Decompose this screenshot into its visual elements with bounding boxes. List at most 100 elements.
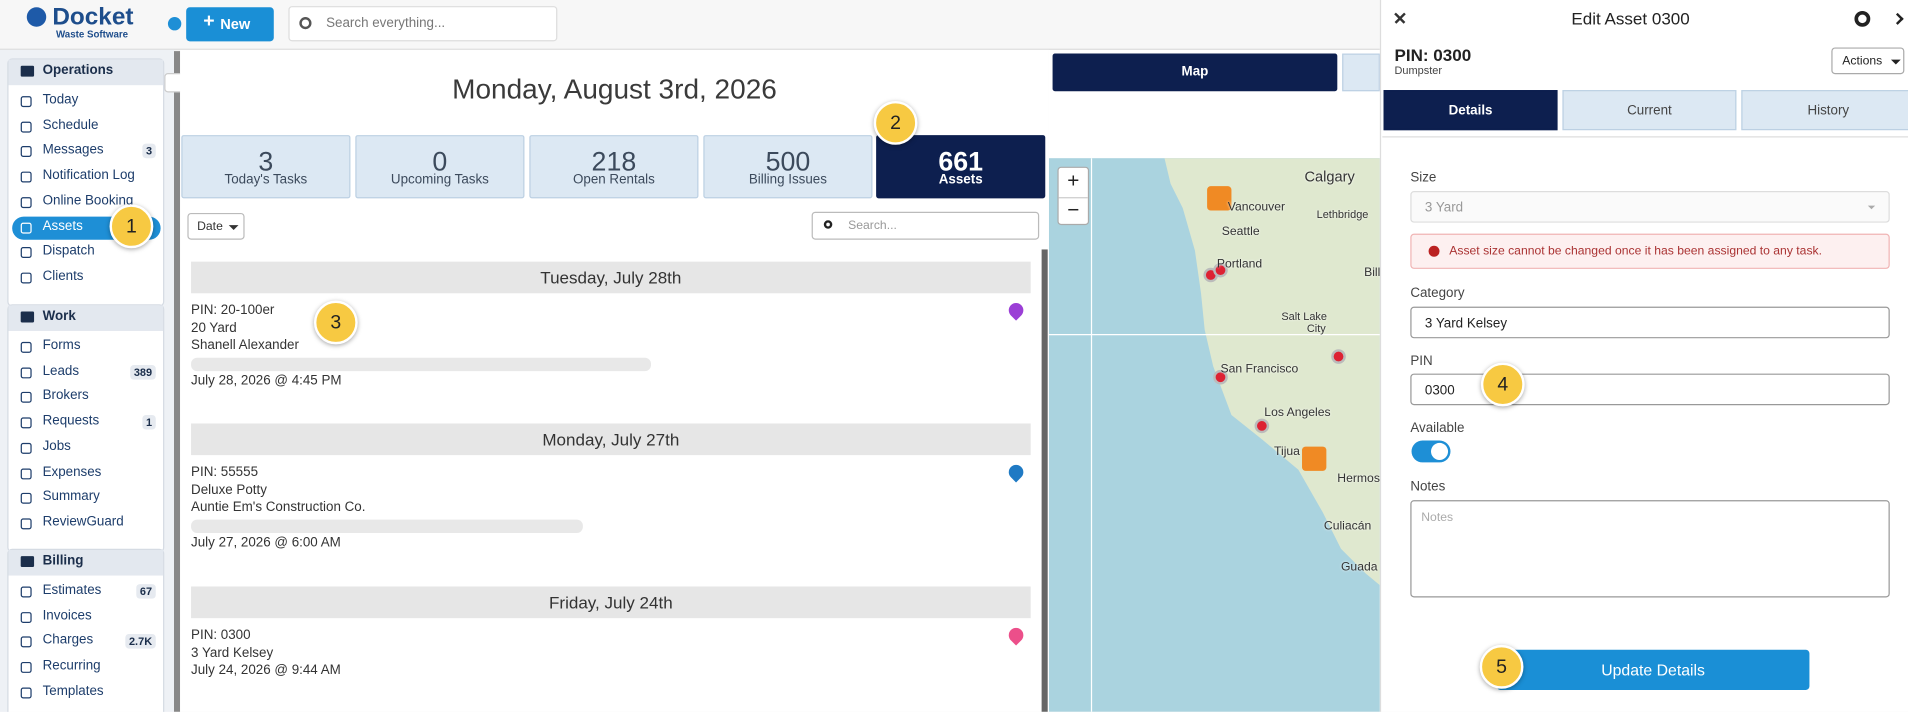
textarea-placeholder: Notes [1421, 511, 1454, 525]
section-icon [20, 556, 35, 568]
nav-link[interactable]: Leads [42, 363, 80, 379]
date-header [191, 423, 1031, 456]
asset-line[interactable]: 3 Yard Kelsey [191, 645, 274, 661]
section-title[interactable]: Billing [42, 553, 84, 569]
nav-link[interactable]: Recurring [42, 658, 101, 674]
city-label: Bill [1364, 266, 1381, 280]
input[interactable]: 3 Yard [1410, 191, 1890, 223]
toggle[interactable] [1411, 440, 1451, 463]
error-text: Asset size cannot be changed once it has… [1449, 244, 1823, 258]
nav-link[interactable]: Brokers [42, 388, 89, 404]
nav-link[interactable]: Assets [42, 218, 83, 234]
new-button[interactable]: New + [186, 7, 274, 42]
nav-link[interactable]: Invoices [42, 608, 92, 623]
zoom-in[interactable]: + [1067, 169, 1080, 193]
update-button[interactable]: Update Details [1496, 649, 1810, 690]
sidebar-section: Work Forms Leads 389 Brokers Requests 1 Jobs Exp… [7, 304, 165, 552]
nav-link[interactable]: Online Booking [42, 193, 134, 208]
actions-button[interactable]: Actions [1831, 47, 1905, 75]
field-label: Notes [1410, 479, 1446, 495]
stat-card[interactable]: 500 Billing Issues [703, 135, 873, 199]
panel-title: Edit Asset 0300 [1571, 8, 1690, 28]
map[interactable] [1048, 49, 1380, 712]
nav-badge: 1 [142, 415, 156, 430]
nav-icon [20, 222, 32, 234]
zoom-out[interactable]: − [1058, 197, 1088, 223]
panel-divider [1382, 136, 1908, 138]
asset-type: Dumpster [1394, 64, 1442, 77]
map-tab[interactable]: Map [1052, 53, 1338, 92]
annotation: 5 [1479, 644, 1524, 689]
asset-time: July 28, 2026 @ 4:45 PM [191, 373, 342, 389]
asset-line[interactable]: PIN: 0300 [191, 627, 251, 643]
asset-line[interactable]: Deluxe Potty [191, 482, 267, 498]
stat-card[interactable]: 218 Open Rentals [529, 135, 699, 199]
stat-card[interactable]: 661 Assets [876, 135, 1046, 199]
asset-line[interactable]: PIN: 20-100er [191, 302, 275, 318]
stat-card[interactable]: 3 Today's Tasks [181, 135, 351, 199]
nav-icon [20, 367, 32, 379]
date-header [191, 586, 1031, 619]
nav-link[interactable]: Messages [42, 142, 104, 158]
nav-link[interactable]: Summary [42, 489, 100, 504]
panel-tab-label: Details [1448, 103, 1493, 119]
input[interactable]: 3 Yard Kelsey [1410, 306, 1890, 339]
list-search[interactable]: Search... [811, 211, 1040, 240]
redacted [191, 518, 583, 533]
nav-link[interactable]: ReviewGuard [42, 514, 124, 530]
nav-icon [20, 96, 32, 108]
asset-line[interactable]: PIN: 55555 [191, 464, 259, 480]
city-label: Salt Lake [1281, 310, 1328, 323]
error-box: Asset size cannot be changed once it has… [1410, 233, 1890, 269]
stat-value: 500 [765, 146, 811, 177]
nav-link[interactable]: Notification Log [42, 168, 135, 183]
nav-link[interactable]: Templates [42, 683, 104, 699]
nav-link[interactable]: Today [42, 92, 79, 108]
field-label: Size [1410, 170, 1437, 185]
asset-line[interactable]: Shanell Alexander [191, 338, 299, 353]
city-label: City [1306, 322, 1326, 335]
section-icon [20, 65, 35, 77]
city-label: Los Angeles [1264, 406, 1331, 420]
panel-tab-label: History [1807, 103, 1850, 119]
nav-link[interactable]: Estimates [42, 582, 102, 598]
nav-link[interactable]: Requests [42, 413, 100, 429]
logo-sub: Waste Software [55, 29, 129, 41]
nav-icon [20, 493, 32, 504]
map-tab-label: Map [1181, 64, 1209, 80]
panel-tab[interactable]: History [1741, 90, 1908, 131]
filter-label: Date [197, 220, 223, 234]
stat-label: Billing Issues [748, 172, 827, 188]
nav-icon [20, 146, 32, 158]
panel-tab[interactable]: Details [1383, 90, 1558, 131]
nav-link[interactable]: Schedule [42, 117, 99, 133]
nav-link[interactable]: Forms [42, 338, 81, 353]
stat-label: Today's Tasks [224, 172, 308, 188]
nav-link[interactable]: Charges [42, 633, 94, 648]
section-title[interactable]: Operations [42, 63, 114, 78]
search-placeholder: Search everything... [326, 15, 446, 31]
nav-link[interactable]: Jobs [42, 439, 71, 454]
gear[interactable] [1854, 10, 1871, 27]
stat-card[interactable]: 0 Upcoming Tasks [355, 135, 525, 199]
textarea[interactable]: Notes [1410, 500, 1890, 598]
update-label: Update Details [1601, 660, 1705, 679]
asset-pin: PIN: 0300 [1394, 45, 1472, 65]
nav-link[interactable]: Dispatch [42, 243, 95, 259]
map-tab-2[interactable] [1342, 53, 1380, 92]
search-box[interactable]: Search everything... [288, 6, 558, 42]
annotation: 1 [109, 204, 154, 249]
nav-badge: 2.7K [125, 634, 156, 650]
nav-link[interactable]: Clients [42, 268, 84, 284]
asset-line[interactable]: 20 Yard [191, 320, 237, 336]
filter-button[interactable]: Date [187, 212, 245, 240]
section-title[interactable]: Work [42, 309, 76, 324]
asset-line[interactable]: Auntie Em's Construction Co. [191, 500, 366, 515]
field-label: PIN [1410, 354, 1433, 369]
nav-icon [20, 272, 32, 284]
nav-link[interactable]: Expenses [42, 464, 102, 479]
panel-tab[interactable]: Current [1562, 90, 1737, 131]
zoom-control: + − [1057, 166, 1090, 226]
annotation-number: 3 [330, 312, 342, 334]
